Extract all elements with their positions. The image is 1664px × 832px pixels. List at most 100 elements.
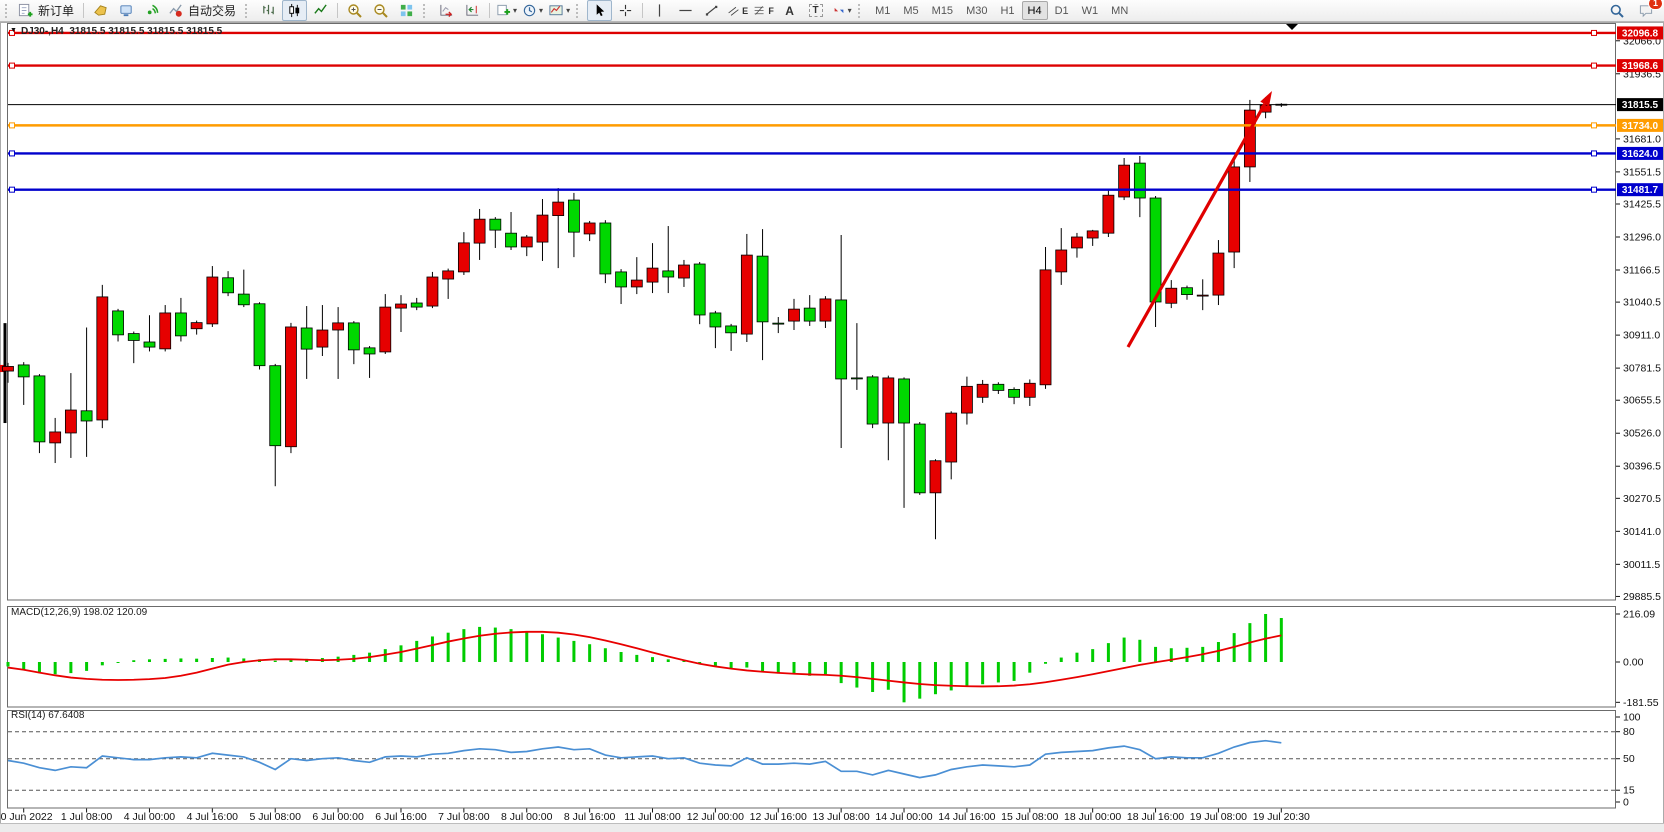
macd-histogram-bar <box>965 662 969 687</box>
horizontal-line-button[interactable] <box>673 0 698 21</box>
trend-arrow-head[interactable] <box>1260 91 1272 107</box>
zoom-in-button[interactable] <box>342 0 367 21</box>
timeframe-m5[interactable]: M5 <box>903 4 919 17</box>
candle-body <box>363 347 376 355</box>
candle-body <box>80 410 93 422</box>
macd-histogram-bar <box>37 662 41 674</box>
trend-arrow-line[interactable] <box>1126 103 1267 348</box>
timeframe-m1[interactable]: M1 <box>875 4 891 17</box>
macd-histogram-bar <box>85 662 89 671</box>
line-handle[interactable] <box>1591 29 1597 36</box>
collapse-triangle-icon[interactable]: ▼ <box>10 27 17 34</box>
templates-button[interactable]: ▾ <box>546 0 572 21</box>
time-tick-label: 15 Jul 08:00 <box>1001 811 1058 823</box>
timeframe-m30[interactable]: M30 <box>966 4 988 17</box>
candlestick-chart-button[interactable] <box>282 0 308 21</box>
metaeditor-button[interactable] <box>88 0 113 21</box>
line-handle[interactable] <box>9 29 15 36</box>
notifications-button[interactable]: 1 <box>1633 0 1663 21</box>
time-tick-label: 18 Jul 16:00 <box>1127 811 1184 823</box>
trendline-icon <box>705 5 718 16</box>
macd-tick-label: -181.55 <box>1623 697 1659 709</box>
time-tick-label: 14 Jul 16:00 <box>938 811 995 823</box>
macd-histogram-bar <box>478 626 482 662</box>
terminal-button[interactable] <box>114 0 139 21</box>
cursor-button[interactable] <box>587 0 613 21</box>
timeframe-mn[interactable]: MN <box>1111 4 1129 17</box>
dropdown-caret-icon[interactable]: ▾ <box>847 5 852 15</box>
candle-body <box>520 236 533 248</box>
candle-body <box>536 214 549 243</box>
candle-body <box>190 322 203 330</box>
bar-chart-button[interactable] <box>256 0 281 21</box>
candle-body <box>1212 252 1225 296</box>
line-handle[interactable] <box>1591 122 1597 129</box>
crosshair-button[interactable] <box>613 0 638 21</box>
fibonacci-button[interactable]: F <box>751 0 776 21</box>
text-label-button[interactable]: T <box>803 0 828 21</box>
line-handle[interactable] <box>9 62 15 69</box>
macd-histogram-bar <box>839 662 843 684</box>
dropdown-caret-icon[interactable]: ▾ <box>539 5 544 15</box>
zoom-out-icon <box>373 3 388 18</box>
chart-shift-icon <box>466 4 479 16</box>
toolbar-grip[interactable] <box>423 3 430 18</box>
arrows-button[interactable]: ▾ <box>829 0 854 21</box>
text-button[interactable]: A <box>777 0 802 21</box>
timeframe-h4[interactable]: H4 <box>1021 1 1048 20</box>
periods-button[interactable]: ▾ <box>520 0 545 21</box>
candle-body <box>489 218 502 231</box>
macd-histogram-bar <box>1138 639 1142 662</box>
candle-body <box>1181 287 1193 295</box>
price-tick-label: 30526.0 <box>1623 428 1661 440</box>
line-handle[interactable] <box>1591 186 1597 193</box>
new-order-button[interactable]: 新订单 <box>16 0 79 21</box>
line-handle[interactable] <box>9 186 15 193</box>
rsi-tick-label: 80 <box>1623 726 1635 738</box>
signal-icon <box>147 4 159 15</box>
toolbar-grip[interactable] <box>5 3 12 18</box>
line-handle[interactable] <box>1591 150 1597 157</box>
line-handle[interactable] <box>1591 62 1597 69</box>
candle-body <box>1039 269 1052 386</box>
toolbar-grip[interactable] <box>576 3 583 18</box>
macd-histogram-bar <box>635 654 639 662</box>
zoom-out-button[interactable] <box>368 0 393 21</box>
toolbar-grip[interactable] <box>245 3 252 18</box>
chart-shift-button[interactable] <box>460 0 485 21</box>
dropdown-caret-icon[interactable]: ▾ <box>566 5 571 15</box>
autotrading-button[interactable]: 自动交易 <box>166 0 241 21</box>
ohlc-bars-icon <box>263 4 274 15</box>
line-handle[interactable] <box>9 150 15 157</box>
price-badge <box>1617 98 1663 112</box>
autotrading-label: 自动交易 <box>188 4 237 18</box>
tile-windows-button[interactable] <box>394 0 419 21</box>
time-tick-label: 18 Jul 00:00 <box>1064 811 1121 823</box>
rsi-scale[interactable]: 100 80 50 150 <box>1616 712 1641 809</box>
line-handle[interactable] <box>9 122 15 129</box>
signals-button[interactable] <box>140 0 165 21</box>
timeframe-w1[interactable]: W1 <box>1081 4 1099 17</box>
price-badge <box>1617 26 1663 40</box>
timeframe-h1[interactable]: H1 <box>1000 4 1015 17</box>
toolbar-grip[interactable] <box>858 3 865 18</box>
trendline-button[interactable] <box>699 0 724 21</box>
search-button[interactable] <box>1604 0 1629 21</box>
autotrading-icon <box>169 4 182 17</box>
chart-shift-marker[interactable] <box>1286 24 1298 30</box>
time-tick-label: 6 Jul 00:00 <box>312 811 364 823</box>
vertical-line-button[interactable] <box>647 0 672 21</box>
timeframe-m15[interactable]: M15 <box>931 4 954 17</box>
cursor-arrow-icon <box>596 4 605 17</box>
macd-histogram-bar <box>1279 618 1283 662</box>
line-chart-button[interactable] <box>308 0 333 21</box>
new-chart-button[interactable]: ▾ <box>494 0 519 21</box>
equidistant-channel-button[interactable]: E <box>725 0 750 21</box>
time-scale[interactable]: 30 Jun 2022 1 Jul 08:00 4 Jul 00:00 4 Jul 1… <box>0 808 1310 824</box>
price-scale[interactable]: 32066.031936.531681.031551.531425.531296… <box>1616 26 1663 603</box>
macd-scale[interactable]: 216.09 0.00 -181.55 <box>1616 608 1659 709</box>
auto-scroll-button[interactable] <box>434 0 459 21</box>
dropdown-caret-icon[interactable]: ▾ <box>513 5 518 15</box>
timeframe-d1[interactable]: D1 <box>1054 4 1069 17</box>
